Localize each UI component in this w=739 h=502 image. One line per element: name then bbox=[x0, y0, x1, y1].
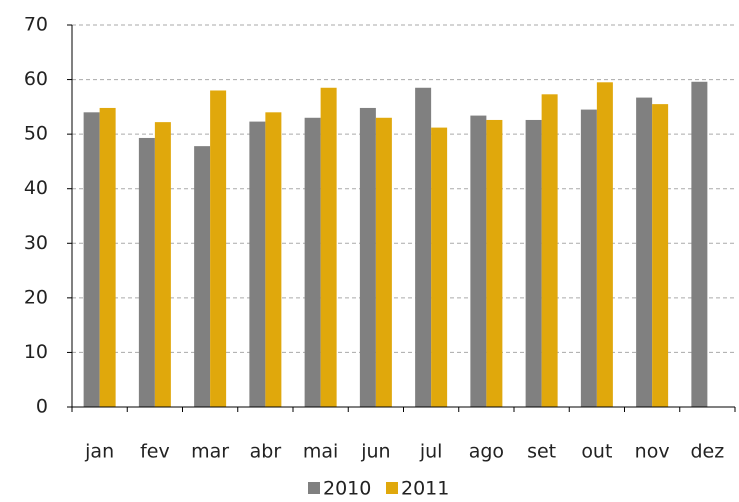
x-tick-label: fev bbox=[140, 441, 170, 463]
x-tick-label: mar bbox=[191, 441, 229, 463]
legend-label: 2010 bbox=[323, 478, 371, 499]
x-tick-label: jul bbox=[419, 441, 443, 463]
bar bbox=[265, 112, 282, 408]
y-tick-label: 10 bbox=[24, 341, 48, 363]
x-tick-label: nov bbox=[635, 441, 670, 463]
y-tick-label: 0 bbox=[36, 396, 48, 418]
bar bbox=[194, 146, 211, 408]
bar bbox=[415, 87, 432, 407]
x-tick-label: jun bbox=[360, 441, 390, 463]
x-tick-label: out bbox=[581, 441, 612, 463]
bar bbox=[83, 112, 100, 408]
x-tick-label: mai bbox=[303, 441, 338, 463]
legend-label: 2011 bbox=[401, 478, 449, 499]
bar bbox=[431, 127, 448, 407]
x-tick-label: ago bbox=[469, 441, 504, 463]
y-tick-label: 30 bbox=[24, 232, 48, 254]
x-tick-label: dez bbox=[691, 441, 725, 463]
legend-swatch bbox=[386, 482, 398, 494]
bar bbox=[470, 115, 487, 408]
bar bbox=[320, 87, 337, 407]
bar bbox=[154, 122, 171, 407]
bar bbox=[525, 119, 542, 407]
bar bbox=[359, 107, 376, 407]
bar bbox=[210, 90, 227, 407]
x-tick-label: set bbox=[527, 441, 556, 463]
bar bbox=[138, 137, 155, 407]
bar bbox=[486, 119, 503, 407]
y-tick-label: 20 bbox=[24, 286, 48, 308]
bar bbox=[652, 104, 669, 407]
bar bbox=[304, 117, 321, 408]
bar bbox=[375, 117, 392, 408]
y-tick-label: 50 bbox=[24, 123, 48, 145]
y-tick-label: 70 bbox=[24, 14, 48, 36]
bar bbox=[249, 121, 266, 407]
y-tick-label: 40 bbox=[24, 177, 48, 199]
bar bbox=[691, 81, 708, 408]
bar bbox=[99, 107, 116, 407]
bar bbox=[580, 109, 597, 407]
bar bbox=[636, 97, 653, 407]
bar bbox=[541, 94, 558, 407]
bar bbox=[596, 82, 613, 408]
legend-swatch bbox=[308, 482, 320, 494]
x-tick-label: abr bbox=[250, 441, 282, 463]
y-tick-label: 60 bbox=[24, 68, 48, 90]
x-tick-label: jan bbox=[84, 441, 114, 463]
